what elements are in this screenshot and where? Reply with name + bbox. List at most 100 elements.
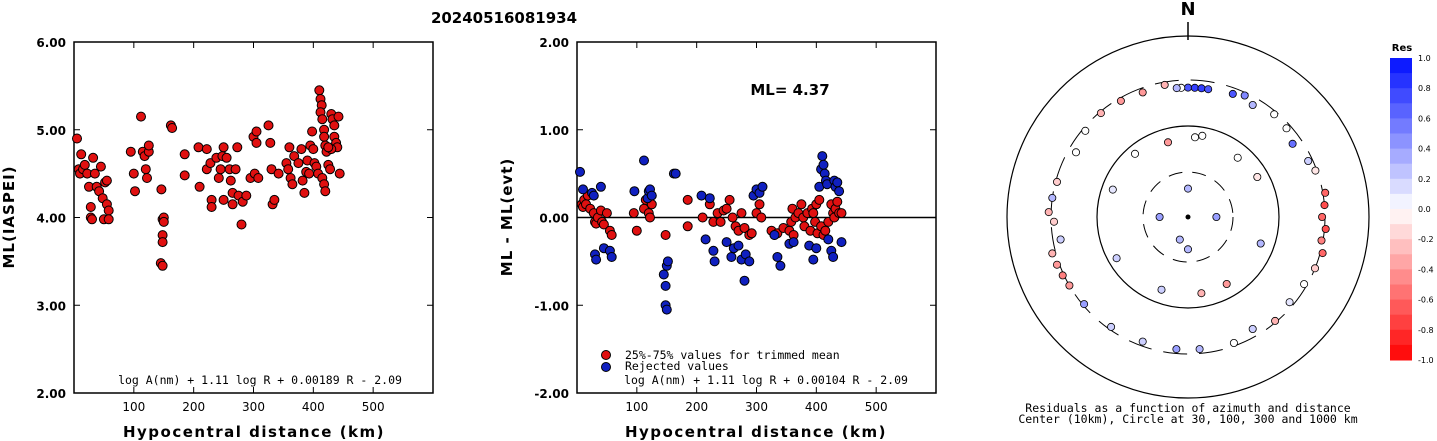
- data-point: [236, 219, 247, 230]
- data-point: [79, 159, 90, 170]
- data-point: [739, 223, 750, 233]
- data-point: [709, 256, 720, 267]
- x-tick-label: 500: [865, 400, 888, 414]
- epicenter-marker: [1185, 214, 1191, 220]
- station-point: [1321, 224, 1330, 233]
- data-point: [832, 177, 843, 188]
- station-point: [1222, 279, 1231, 288]
- data-point: [253, 173, 264, 183]
- colorbar-block: [1390, 193, 1412, 210]
- y-axis-label-2: ML - ML(evt): [498, 158, 516, 276]
- station-point: [1080, 300, 1089, 309]
- colorbar-tick-label: -0.2: [1418, 235, 1434, 244]
- data-point: [308, 144, 319, 155]
- data-point: [591, 254, 602, 265]
- data-point: [225, 175, 236, 186]
- station-point: [1318, 212, 1327, 221]
- axis-ticks-2: 100 200 300 400 500 -2.00 -1.00 0.00 1.00 2.00: [534, 36, 936, 414]
- data-point: [739, 275, 750, 286]
- data-point: [179, 170, 190, 181]
- data-point: [193, 142, 204, 153]
- data-point: [194, 181, 205, 192]
- data-point: [828, 252, 839, 262]
- station-point: [1198, 131, 1207, 140]
- colorbar-tick-label: -0.8: [1418, 326, 1434, 335]
- data-point: [578, 184, 588, 195]
- data-point: [85, 202, 96, 212]
- data-point: [724, 194, 735, 205]
- data-point: [319, 131, 330, 142]
- data-point: [744, 256, 755, 267]
- data-point: [814, 194, 825, 205]
- x-tick-label: 200: [182, 400, 205, 414]
- station-point: [1248, 324, 1257, 333]
- x-tick-label: 500: [362, 400, 385, 414]
- y-tick-label: 0.00: [539, 212, 569, 226]
- station-point: [1300, 280, 1309, 289]
- legend-marker-rejected: [601, 362, 611, 372]
- data-point: [817, 151, 828, 162]
- ring-1000km: [1006, 35, 1370, 399]
- data-point: [736, 208, 747, 219]
- data-point: [227, 199, 238, 210]
- x-tick-label: 100: [122, 400, 145, 414]
- data-points-2: [575, 151, 847, 315]
- plot-frame-1: [73, 41, 434, 394]
- station-point: [1321, 188, 1330, 197]
- station-point: [1270, 110, 1279, 119]
- data-point: [670, 168, 681, 179]
- x-tick-label: 100: [625, 400, 648, 414]
- data-point: [757, 181, 768, 192]
- colorbar-tick-label: 0.2: [1418, 175, 1431, 184]
- station-point: [1172, 345, 1181, 354]
- data-point: [788, 237, 799, 248]
- data-point: [588, 190, 599, 201]
- station-point: [1212, 212, 1221, 221]
- colorbar-block: [1390, 254, 1412, 270]
- colorbar-tick-label: -0.4: [1418, 265, 1434, 274]
- data-point: [775, 260, 786, 271]
- data-point: [142, 173, 152, 183]
- colorbar-tick-label: 0.0: [1418, 205, 1431, 214]
- data-point: [733, 240, 744, 251]
- station-point: [1197, 289, 1206, 298]
- data-point: [708, 245, 719, 256]
- data-point: [213, 173, 224, 183]
- x-tick-label: 300: [242, 400, 265, 414]
- data-point: [266, 164, 277, 175]
- station-point: [1138, 337, 1147, 346]
- station-point: [1112, 254, 1121, 263]
- data-point: [811, 243, 822, 254]
- station-point: [1050, 217, 1059, 226]
- data-point: [103, 214, 114, 225]
- station-point: [1172, 84, 1181, 93]
- y-tick-label: 2.00: [36, 387, 66, 401]
- colorbar-tick-label: 0.8: [1418, 84, 1431, 93]
- colorbar-block: [1390, 269, 1412, 285]
- data-point: [832, 196, 843, 207]
- data-points-1: [72, 85, 345, 271]
- station-point: [1138, 88, 1147, 97]
- formula-label-2: log A(nm) + 1.11 log R + 0.00104 R - 2.0…: [624, 373, 908, 387]
- x-tick-label: 300: [745, 400, 768, 414]
- y-tick-label: 1.00: [539, 124, 569, 138]
- data-point: [265, 137, 276, 148]
- station-point: [1184, 184, 1193, 193]
- y-tick-label: -1.00: [534, 299, 569, 313]
- data-point: [283, 164, 294, 175]
- data-point: [808, 208, 819, 219]
- data-point: [754, 199, 765, 210]
- data-point: [658, 269, 669, 280]
- data-point: [287, 179, 298, 190]
- data-point: [206, 202, 217, 212]
- data-point: [296, 144, 307, 155]
- data-point: [218, 142, 229, 153]
- data-point: [251, 126, 262, 137]
- x-tick-label: 400: [302, 400, 325, 414]
- station-point: [1320, 201, 1329, 210]
- data-point: [726, 252, 737, 262]
- data-point: [808, 254, 819, 265]
- colorbar-block: [1390, 344, 1412, 361]
- data-point: [101, 175, 112, 186]
- station-point: [1190, 83, 1199, 92]
